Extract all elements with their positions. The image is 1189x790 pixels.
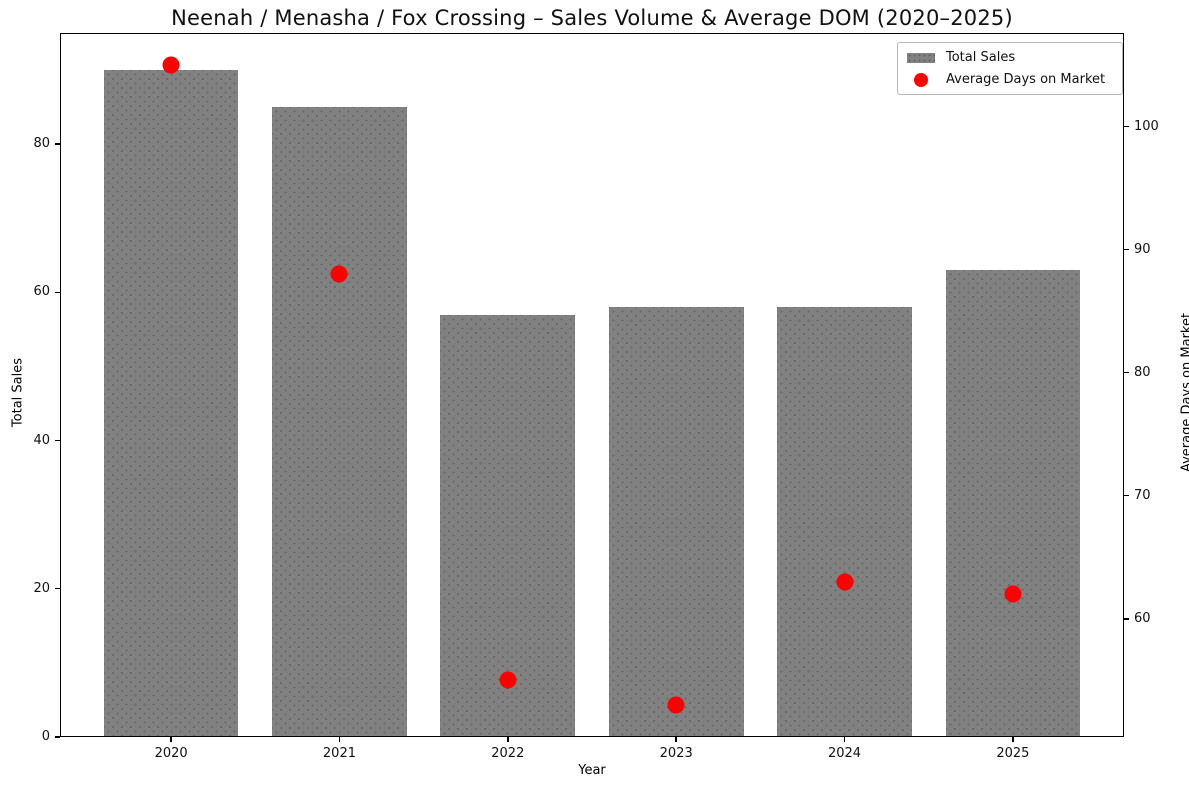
scatter-point-2023 xyxy=(667,696,685,714)
bar-2023 xyxy=(608,307,744,736)
x-tick-label: 2022 xyxy=(491,746,525,761)
bar-2020 xyxy=(103,70,239,736)
x-axis-label: Year xyxy=(578,763,606,778)
chart-title: Neenah / Menasha / Fox Crossing – Sales … xyxy=(171,6,1013,30)
bar-2024 xyxy=(777,307,912,736)
x-tick-mark xyxy=(843,737,846,742)
right-tick-label: 60 xyxy=(1134,610,1151,626)
scatter-point-2020 xyxy=(162,56,180,74)
left-tick-mark xyxy=(55,736,60,738)
right-axis-label: Average Days on Market xyxy=(1179,312,1189,473)
x-tick-label: 2024 xyxy=(827,746,862,761)
bar-2022 xyxy=(440,314,576,736)
x-tick-label: 2021 xyxy=(322,746,356,761)
left-tick-mark xyxy=(55,439,60,442)
left-tick-mark xyxy=(55,143,60,145)
x-tick-mark xyxy=(170,737,172,742)
right-tick-mark xyxy=(1124,495,1129,497)
left-tick-label: 80 xyxy=(33,136,50,152)
legend: Total Sales Average Days on Market xyxy=(897,42,1123,95)
left-tick-mark xyxy=(55,588,60,590)
right-tick-mark xyxy=(1124,371,1129,374)
right-tick-label: 100 xyxy=(1134,118,1159,134)
legend-item-average-dom: Average Days on Market xyxy=(907,72,1112,87)
x-tick-mark xyxy=(338,737,341,742)
right-tick-mark xyxy=(1124,125,1129,128)
right-tick-mark xyxy=(1124,618,1129,620)
x-tick-mark xyxy=(675,737,677,742)
right-tick-label: 90 xyxy=(1134,241,1151,257)
right-tick-mark xyxy=(1124,248,1129,251)
legend-label: Average Days on Market xyxy=(946,72,1106,87)
right-tick-label: 70 xyxy=(1134,487,1151,503)
scatter-point-2021 xyxy=(330,265,348,283)
left-tick-label: 0 xyxy=(41,729,50,744)
left-tick-label: 60 xyxy=(33,284,50,300)
legend-label: Total Sales xyxy=(946,50,1016,65)
bar-swatch-icon xyxy=(907,52,935,63)
right-tick-label: 80 xyxy=(1134,364,1151,380)
scatter-point-2025 xyxy=(1004,585,1022,603)
scatter-point-2022 xyxy=(499,671,517,689)
red-dot-icon xyxy=(914,72,928,87)
x-tick-label: 2020 xyxy=(154,746,188,761)
legend-item-total-sales: Total Sales xyxy=(907,50,1112,65)
x-tick-label: 2025 xyxy=(996,746,1030,761)
x-tick-mark xyxy=(1012,737,1014,742)
x-tick-label: 2023 xyxy=(659,746,693,761)
left-axis-label: Total Sales xyxy=(10,357,26,428)
scatter-point-2024 xyxy=(836,573,854,591)
bar-2025 xyxy=(945,270,1081,736)
left-tick-label: 40 xyxy=(33,432,50,448)
x-tick-mark xyxy=(507,737,509,742)
bar-2021 xyxy=(272,107,407,736)
left-tick-label: 20 xyxy=(33,580,50,596)
left-tick-mark xyxy=(55,291,60,294)
